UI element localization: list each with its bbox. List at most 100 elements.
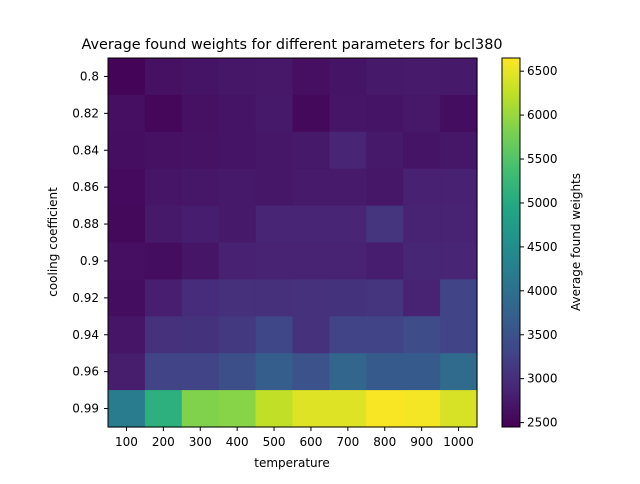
heatmap-cell — [440, 168, 478, 207]
heatmap-cell — [255, 168, 294, 207]
heatmap-cell — [181, 353, 220, 391]
heatmap-cell — [255, 390, 294, 428]
heatmap-cell — [292, 131, 330, 170]
heatmap-cell — [108, 353, 146, 391]
heatmap-cell — [440, 279, 478, 317]
heatmap-cell — [366, 131, 404, 170]
heatmap-cell — [181, 390, 220, 428]
heatmap-cell — [255, 316, 294, 354]
x-axis-label: temperature — [254, 456, 329, 470]
heatmap-cell — [329, 168, 367, 207]
heatmap-cell — [366, 242, 404, 280]
heatmap-cell — [255, 205, 294, 244]
heatmap-cell — [108, 279, 146, 317]
heatmap-cell — [366, 168, 404, 207]
heatmap-cell — [403, 316, 441, 354]
heatmap-cell — [366, 353, 404, 391]
heatmap-cell — [181, 58, 220, 96]
heatmap-cell — [108, 131, 146, 170]
heatmap-cell — [440, 94, 478, 133]
colorbar-tick-label: 6000 — [527, 108, 558, 122]
x-tick-label: 700 — [336, 435, 359, 449]
heatmap-cell — [329, 131, 367, 170]
heatmap-cell — [218, 316, 257, 354]
heatmap-cell — [403, 390, 441, 428]
y-tick-label: 0.86 — [72, 180, 99, 194]
x-tick-label: 600 — [299, 435, 322, 449]
heatmap-cell — [440, 58, 478, 96]
heatmap-cell — [403, 131, 441, 170]
colorbar-tick-label: 5500 — [527, 152, 558, 166]
heatmap-cell — [181, 131, 220, 170]
heatmap-cell — [440, 316, 478, 354]
heatmap-cell — [108, 205, 146, 244]
heatmap-cell — [292, 279, 330, 317]
y-tick-label: 0.94 — [72, 328, 99, 342]
heatmap-cell — [181, 279, 220, 317]
heatmap-cell — [218, 205, 257, 244]
heatmap-cell — [292, 316, 330, 354]
heatmap-cell — [181, 168, 220, 207]
colorbar-tick-label: 4000 — [527, 284, 558, 298]
heatmap-cell — [403, 168, 441, 207]
heatmap-cell — [440, 390, 478, 428]
heatmap-cell — [218, 58, 257, 96]
heatmap-cell — [144, 168, 183, 207]
y-tick-label: 0.9 — [80, 254, 99, 268]
x-axis-ticks: 100 200 300 400 500 600 700 800 900 1000 — [115, 427, 474, 449]
heatmap-cell — [255, 94, 294, 133]
colorbar-tick-label: 4500 — [527, 240, 558, 254]
heatmap-cell — [108, 58, 146, 96]
heatmap-cell — [181, 205, 220, 244]
heatmap-cell — [255, 242, 294, 280]
heatmap-cell — [144, 390, 183, 428]
heatmap-cell — [329, 353, 367, 391]
heatmap-cell — [144, 205, 183, 244]
colorbar-ticks: 2500 3000 3500 4000 4500 5000 5500 6000 6500 — [520, 64, 558, 430]
heatmap-cell — [366, 58, 404, 96]
heatmap-cell — [329, 205, 367, 244]
heatmap-cell — [403, 58, 441, 96]
heatmap-cell — [255, 279, 294, 317]
heatmap-cell — [329, 390, 367, 428]
heatmap-cell — [329, 242, 367, 280]
heatmap-cell — [440, 131, 478, 170]
heatmap-cell — [108, 242, 146, 280]
heatmap-cell — [366, 316, 404, 354]
heatmap-cell — [144, 242, 183, 280]
heatmap-cell — [181, 94, 220, 133]
heatmap-cell — [292, 390, 330, 428]
y-tick-label: 0.84 — [72, 143, 99, 157]
colorbar-tick-label: 5000 — [527, 196, 558, 210]
heatmap-cell — [108, 94, 146, 133]
heatmap-cell — [292, 242, 330, 280]
heatmap-cell — [440, 353, 478, 391]
colorbar-tick-label: 6500 — [527, 64, 558, 78]
y-tick-label: 0.92 — [72, 291, 99, 305]
heatmap-cell — [144, 131, 183, 170]
heatmap-cell — [108, 168, 146, 207]
x-tick-label: 900 — [410, 435, 433, 449]
heatmap-cell — [144, 353, 183, 391]
heatmap-cell — [292, 205, 330, 244]
heatmap-cell — [292, 353, 330, 391]
heatmap-cell — [403, 279, 441, 317]
heatmap-cell — [366, 205, 404, 244]
heatmap-cell — [329, 279, 367, 317]
y-tick-label: 0.99 — [72, 402, 99, 416]
heatmap-cell — [218, 353, 257, 391]
heatmap-cell — [144, 279, 183, 317]
heatmap-cell — [403, 353, 441, 391]
colorbar-tick-label: 2500 — [527, 416, 558, 430]
colorbar-tick-label: 3500 — [527, 328, 558, 342]
heatmap-cell — [218, 242, 257, 280]
chart-title: Average found weights for different para… — [81, 37, 502, 53]
heatmap-cell — [108, 390, 146, 428]
y-axis-label: cooling coefficient — [46, 187, 60, 297]
heatmap-cell — [218, 279, 257, 317]
heatmap-cell — [329, 58, 367, 96]
heatmap-cell — [366, 390, 404, 428]
heatmap-cells — [108, 58, 478, 428]
heatmap-cell — [440, 242, 478, 280]
